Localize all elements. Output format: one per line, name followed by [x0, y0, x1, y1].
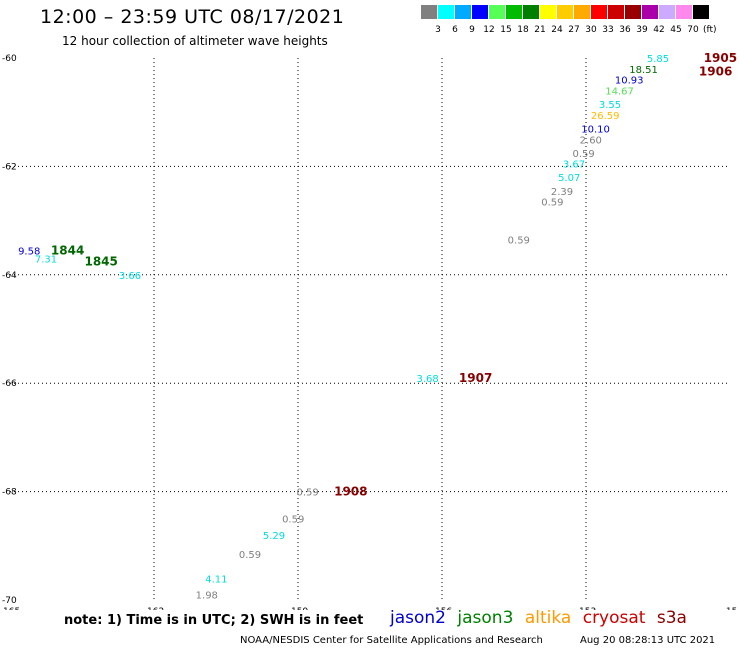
x-tick-label: -162: [144, 607, 164, 610]
wave-height-chart: -165 -162 -159 -156 -153 -15 -60 -62 -64 -66 -68 -7…: [0, 51, 738, 610]
credit-line: NOAA/NESDIS Center for Satellite Applica…: [240, 635, 543, 646]
swh-value-label: 14.67: [605, 87, 634, 98]
colorbar-swatch: [693, 5, 709, 19]
colorbar-label: 70: [687, 25, 699, 35]
x-tick-label: -159: [288, 607, 309, 610]
swh-value-label: 0.59: [282, 515, 304, 526]
colorbar-label: 27: [568, 25, 580, 35]
y-tick-label: -68: [2, 488, 17, 498]
swh-value-label: 10.93: [615, 76, 644, 87]
swh-value-label: 10.10: [581, 124, 610, 135]
swh-value-label: 3.55: [599, 100, 621, 111]
swh-value-label: 3.68: [416, 374, 438, 385]
time-label: 1844: [51, 243, 84, 257]
mission-jason3: jason3: [457, 608, 514, 628]
colorbar-swatch: [625, 5, 641, 19]
time-label: 1907: [459, 371, 492, 385]
colorbar-swatch: [438, 5, 454, 19]
x-tick-label: -156: [432, 607, 453, 610]
generated-timestamp: Aug 20 08:28:13 UTC 2021: [580, 635, 716, 646]
colorbar-swatch: [472, 5, 488, 19]
colorbar-swatch: [506, 5, 522, 19]
mission-s3a: s3a: [656, 608, 687, 628]
swh-value-label: 1.98: [196, 591, 218, 602]
colorbar-swatch: [523, 5, 539, 19]
y-tick-label: -66: [2, 379, 17, 389]
colorbar-label: 42: [653, 25, 665, 35]
colorbar-swatch: [574, 5, 590, 19]
colorbar-swatch: [676, 5, 692, 19]
colorbar-swatch: [421, 5, 437, 19]
colorbar-label: 18: [517, 25, 529, 35]
colorbar-swatch: [591, 5, 607, 19]
swh-value-label: 4.11: [205, 574, 227, 585]
swh-value-label: 9.58: [18, 246, 40, 257]
page-subtitle: 12 hour collection of altimeter wave hei…: [62, 34, 328, 48]
mission-legend: jason2 jason3 altika cryosat s3a: [390, 608, 693, 628]
swh-value-label: 5.07: [558, 173, 580, 184]
colorbar-label: 21: [534, 25, 546, 35]
page-title: 12:00 – 23:59 UTC 08/17/2021: [40, 6, 345, 28]
x-tick-label: -153: [576, 607, 596, 610]
swh-value-label: 0.59: [239, 550, 261, 561]
swh-value-label: 18.51: [629, 65, 658, 76]
colorbar-swatch: [659, 5, 675, 19]
colorbar-swatch: [642, 5, 658, 19]
swh-value-label: 5.29: [263, 531, 285, 542]
colorbar-label: 15: [500, 25, 512, 35]
time-label: 1908: [334, 485, 367, 499]
swh-value-label: 0.59: [572, 149, 594, 160]
time-label: 1906: [699, 65, 732, 79]
swh-value-label: 0.59: [508, 236, 530, 247]
colorbar-label: 39: [636, 25, 648, 35]
colorbar-swatch: [540, 5, 556, 19]
colorbar-unit: (ft): [703, 25, 717, 35]
mission-jason2: jason2: [390, 608, 446, 628]
swh-value-label: 0.59: [541, 198, 563, 209]
colorbar-swatch: [489, 5, 505, 19]
colorbar-label: 9: [469, 25, 475, 35]
x-tick-label: -15: [723, 607, 738, 610]
swh-value-label: 0.59: [296, 488, 318, 499]
swh-value-label: 3.66: [119, 271, 141, 282]
colorbar-swatch: [557, 5, 573, 19]
time-label: 1905: [704, 51, 737, 65]
mission-cryosat: cryosat: [582, 608, 646, 628]
colorbar-swatch: [608, 5, 624, 19]
y-tick-label: -64: [2, 271, 17, 281]
colorbar-label: 30: [585, 25, 597, 35]
footnote: note: 1) Time is in UTC; 2) SWH is in fe…: [64, 613, 364, 628]
y-tick-label: -70: [2, 596, 17, 606]
x-tick-label: -165: [0, 607, 20, 610]
swh-value-label: 5.85: [647, 54, 669, 65]
y-tick-label: -60: [2, 54, 17, 64]
time-label: 1845: [84, 254, 117, 268]
swh-value-label: 7.31: [35, 255, 57, 266]
y-tick-label: -62: [2, 162, 17, 172]
colorbar-label: 12: [483, 25, 495, 35]
mission-altika: altika: [524, 608, 572, 628]
colorbar-label: 45: [670, 25, 682, 35]
colorbar-label: 36: [619, 25, 631, 35]
swh-value-label: 3.67: [563, 160, 585, 171]
swh-value-label: 26.59: [591, 111, 620, 122]
colorbar-swatch: [455, 5, 471, 19]
colorbar-label: 33: [602, 25, 614, 35]
colorbar-label: 6: [452, 25, 458, 35]
swh-value-label: 2.39: [551, 187, 573, 198]
colorbar-label: 3: [435, 25, 441, 35]
colorbar-label: 24: [551, 25, 563, 35]
swh-value-label: 2.60: [580, 135, 602, 146]
